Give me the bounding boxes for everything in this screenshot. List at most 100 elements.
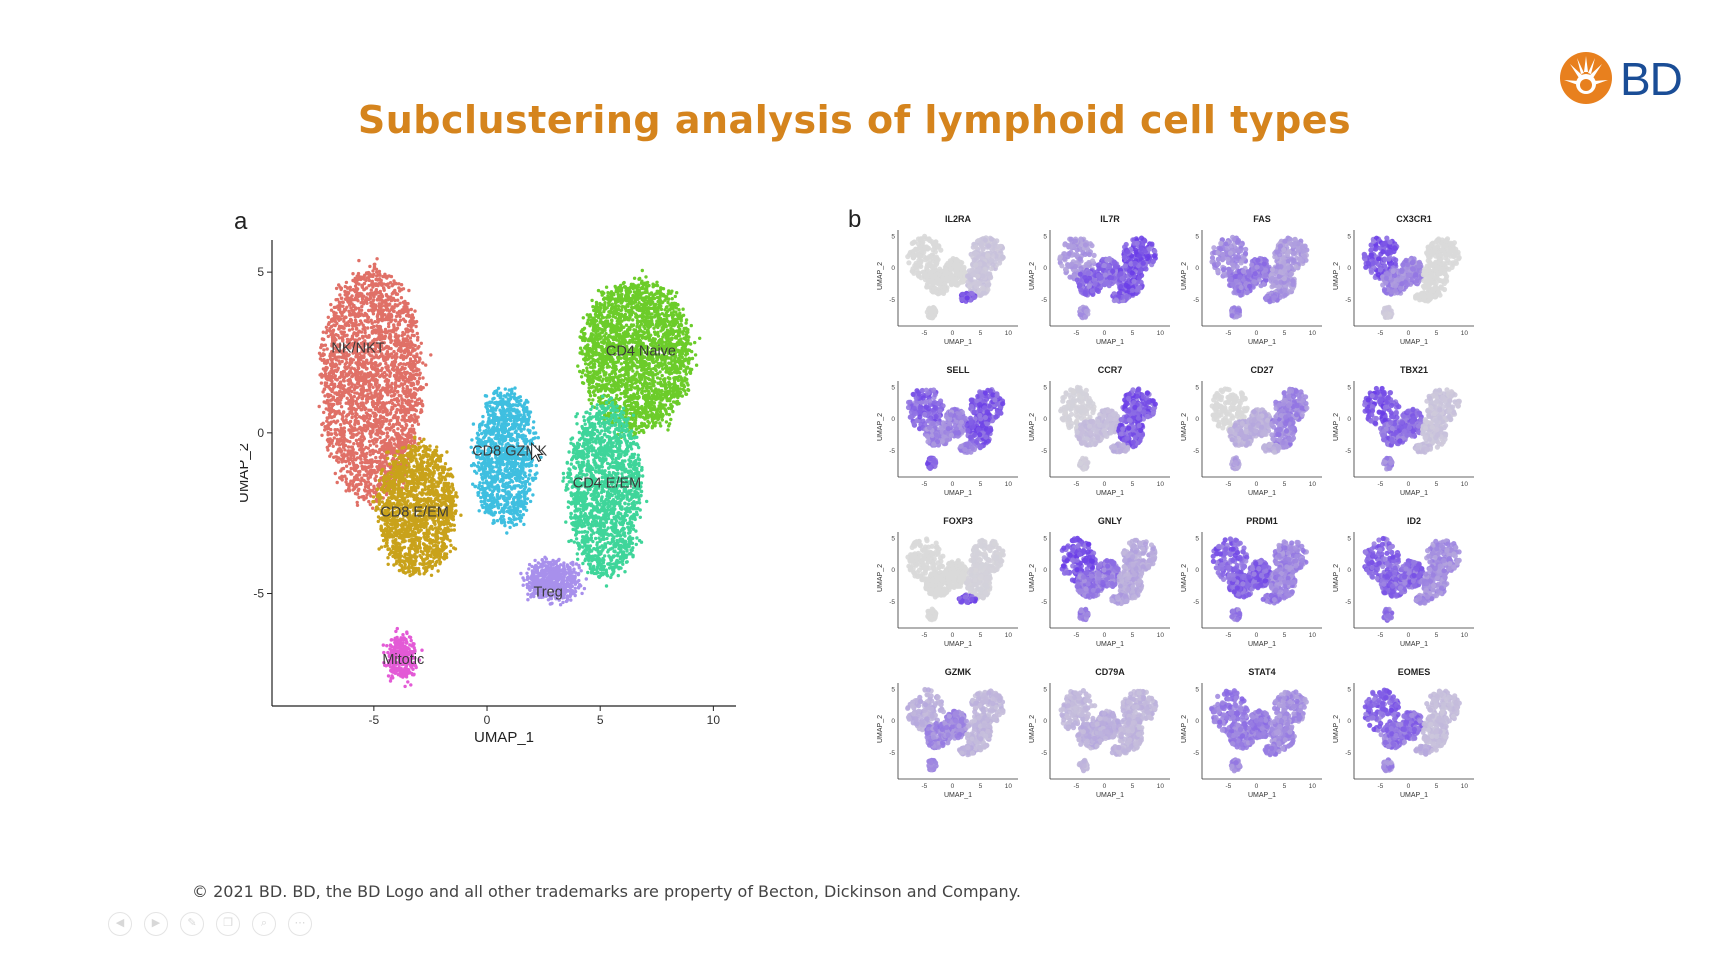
y-tick-label: -5 <box>1041 750 1047 757</box>
x-axis-label: UMAP_1 <box>1096 490 1124 497</box>
x-tick-label: -5 <box>1226 481 1232 488</box>
x-tick-label: 10 <box>1157 330 1165 337</box>
x-axis-label: UMAP_1 <box>1400 339 1428 346</box>
feature-plot-eomes: -5 0 5 10 -5 0 5 EOMES UMAP_1 UMAP_2 <box>1333 667 1474 799</box>
feature-points <box>905 233 1006 321</box>
feature-points <box>1361 235 1462 320</box>
feature-plot-ccr7: -5 0 5 10 -5 0 5 CCR7 UMAP_1 UMAP_2 <box>1029 365 1170 497</box>
x-tick-label: -5 <box>1074 632 1080 639</box>
x-tick-label: 5 <box>979 481 983 488</box>
x-tick-label: 0 <box>1255 783 1259 790</box>
gene-label: CD79A <box>1095 667 1125 677</box>
x-tick-label: 0 <box>1255 330 1259 337</box>
x-axis-label: UMAP_1 <box>1248 490 1276 497</box>
x-tick-label: 10 <box>1005 632 1013 639</box>
x-tick-label: 5 <box>979 330 983 337</box>
y-tick-label: 5 <box>1043 535 1047 542</box>
x-tick-label: 10 <box>1461 783 1469 790</box>
x-tick-label: 0 <box>951 481 955 488</box>
x-axis-label: UMAP_1 <box>1400 792 1428 799</box>
feature-plot-grid: -5 0 5 10 -5 0 5 IL2RA UMAP_1 UMAP_2 -5 0 5 10 -5 0 5 IL7… <box>877 214 1474 799</box>
y-tick-label: 0 <box>1195 265 1199 272</box>
y-tick-label: 5 <box>1347 233 1351 240</box>
y-tick-label: 5 <box>1195 686 1199 693</box>
y-axis-label: UMAP_2 <box>877 715 884 743</box>
copy-icon[interactable]: ❐ <box>216 912 240 936</box>
y-axis-label: UMAP_2 <box>1029 564 1036 592</box>
feature-points <box>905 536 1006 623</box>
y-tick-label: 0 <box>891 567 895 574</box>
gene-label: GZMK <box>945 667 972 677</box>
y-tick-label: 5 <box>1043 233 1047 240</box>
panel-a-letter: a <box>234 208 247 236</box>
y-tick-label: 0 <box>891 265 895 272</box>
x-tick-label: 5 <box>1131 632 1135 639</box>
x-tick-label: 10 <box>1461 632 1469 639</box>
x-tick-label: 0 <box>484 713 491 727</box>
arrow-cursor-icon <box>531 442 544 462</box>
x-axis-label: UMAP_1 <box>944 641 972 648</box>
y-tick-label: -5 <box>889 297 895 304</box>
feature-points <box>1059 535 1158 623</box>
next-icon[interactable]: ▶ <box>144 912 168 936</box>
x-tick-label: 0 <box>1255 481 1259 488</box>
x-tick-label: 10 <box>1461 481 1469 488</box>
y-axis-label: UMAP_2 <box>1181 262 1188 290</box>
feature-plot-il7r: -5 0 5 10 -5 0 5 IL7R UMAP_1 UMAP_2 <box>1029 214 1170 346</box>
gene-label: CD27 <box>1250 365 1273 375</box>
feature-points <box>1362 687 1462 774</box>
x-tick-label: 10 <box>1309 632 1317 639</box>
y-axis-label: UMAP_2 <box>1181 564 1188 592</box>
x-tick-label: 10 <box>1309 481 1317 488</box>
y-axis-label: UMAP_2 <box>1029 262 1036 290</box>
gene-label: SELL <box>946 365 970 375</box>
x-axis-label: UMAP_1 <box>1400 490 1428 497</box>
zoom-icon[interactable]: ⌕ <box>252 912 276 936</box>
x-tick-label: 0 <box>1103 632 1107 639</box>
bd-logo-text: BD <box>1620 52 1683 106</box>
y-tick-label: 0 <box>1043 567 1047 574</box>
pen-icon[interactable]: ✎ <box>180 912 204 936</box>
feature-plot-fas: -5 0 5 10 -5 0 5 FAS UMAP_1 UMAP_2 <box>1181 214 1322 346</box>
gene-label: EOMES <box>1398 667 1431 677</box>
feature-plot-cd79a: -5 0 5 10 -5 0 5 CD79A UMAP_1 UMAP_2 <box>1029 667 1170 799</box>
x-tick-label: 0 <box>1103 481 1107 488</box>
x-tick-label: 5 <box>1435 481 1439 488</box>
x-tick-label: 5 <box>1283 330 1287 337</box>
y-axis-label: UMAP_2 <box>1181 413 1188 441</box>
x-tick-label: 10 <box>707 713 721 727</box>
x-tick-label: 5 <box>1435 783 1439 790</box>
feature-points <box>1362 385 1462 472</box>
previous-icon[interactable]: ◀ <box>108 912 132 936</box>
feature-plot-foxp3: -5 0 5 10 -5 0 5 FOXP3 UMAP_1 UMAP_2 <box>877 516 1018 648</box>
cluster-label: CD4 Naive <box>606 344 676 360</box>
x-tick-label: 0 <box>951 632 955 639</box>
x-tick-label: 5 <box>1435 632 1439 639</box>
feature-points <box>1362 535 1462 623</box>
x-tick-label: 5 <box>979 783 983 790</box>
x-tick-label: 5 <box>1283 481 1287 488</box>
x-tick-label: 10 <box>1005 783 1013 790</box>
x-tick-label: 5 <box>1131 783 1135 790</box>
x-tick-label: -5 <box>922 632 928 639</box>
gene-label: ID2 <box>1407 516 1421 526</box>
y-tick-label: -5 <box>1041 297 1047 304</box>
feature-points <box>1057 235 1158 321</box>
y-tick-label: 0 <box>1043 416 1047 423</box>
x-tick-label: 0 <box>1103 330 1107 337</box>
feature-plot-sell: -5 0 5 10 -5 0 5 SELL UMAP_1 UMAP_2 <box>877 365 1018 497</box>
feature-plot-tbx21: -5 0 5 10 -5 0 5 TBX21 UMAP_1 UMAP_2 <box>1333 365 1474 497</box>
y-tick-label: -5 <box>1345 750 1351 757</box>
gene-label: GNLY <box>1098 516 1122 526</box>
y-tick-label: -5 <box>1345 297 1351 304</box>
cluster-points <box>317 257 702 689</box>
x-tick-label: -5 <box>1074 783 1080 790</box>
more-icon[interactable]: ⋯ <box>288 912 312 936</box>
x-tick-label: -5 <box>1226 330 1232 337</box>
y-axis-label: UMAP_2 <box>1181 715 1188 743</box>
y-tick-label: 5 <box>1195 384 1199 391</box>
y-tick-label: 5 <box>1195 535 1199 542</box>
cluster-label: Mitotic <box>382 652 424 668</box>
y-axis-label: UMAP_2 <box>1333 413 1340 441</box>
y-tick-label: 0 <box>1195 567 1199 574</box>
